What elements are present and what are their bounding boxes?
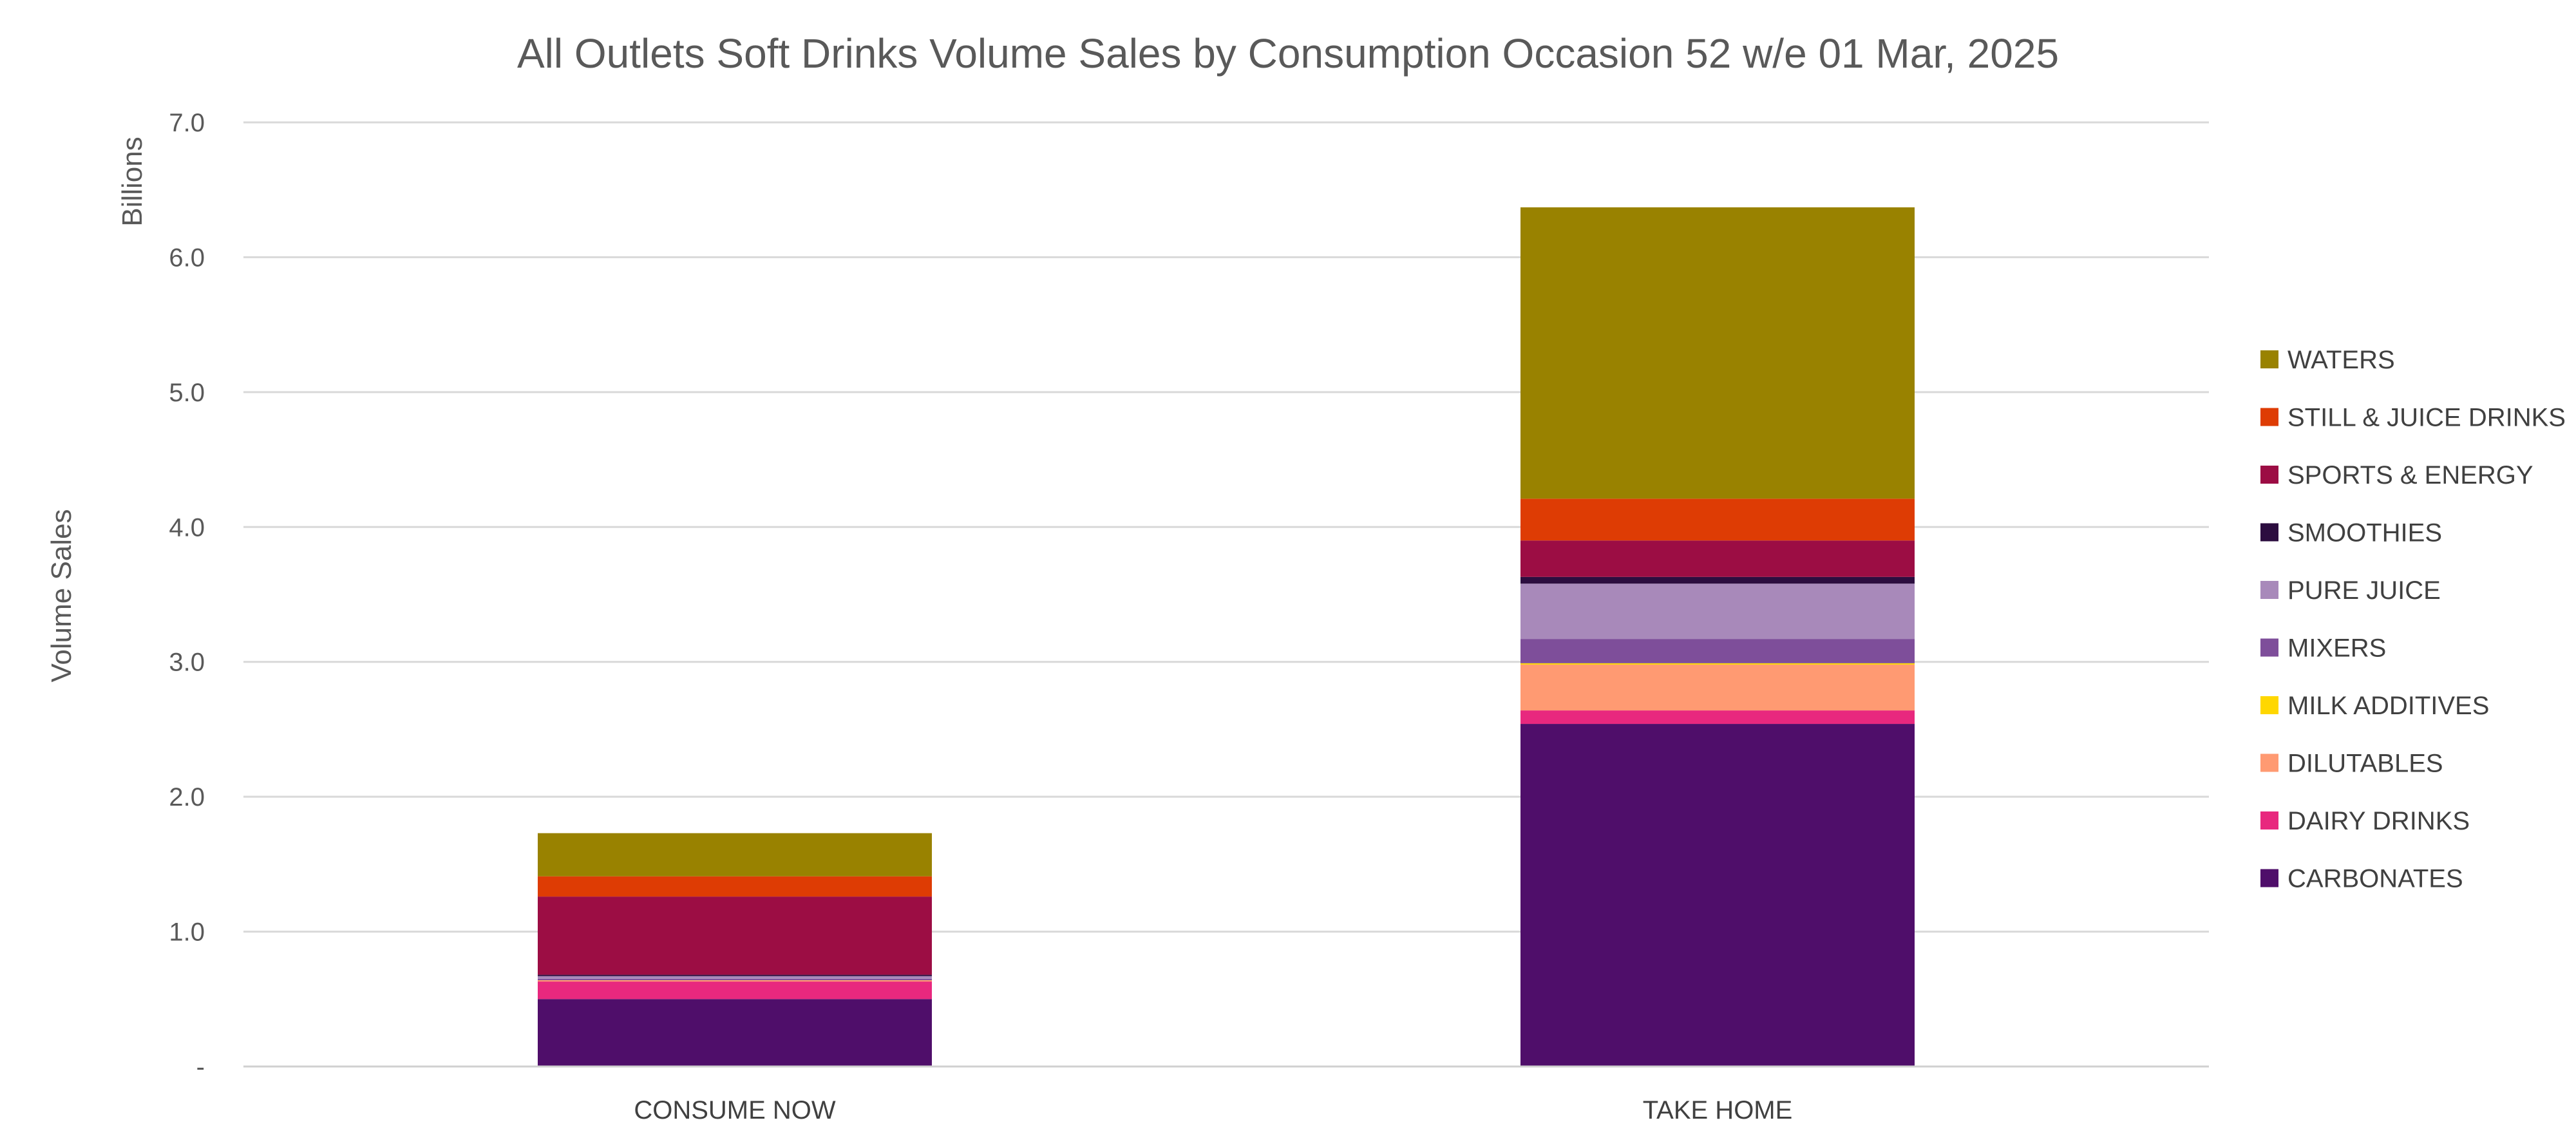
bar-segment [538, 833, 932, 877]
bar-segment [1520, 498, 1915, 541]
y-tick-label: 5.0 [169, 379, 205, 407]
legend-item: MIXERS [2260, 634, 2386, 663]
bar-segment [538, 978, 932, 980]
bar-segment [1520, 639, 1915, 663]
chart-title: All Outlets Soft Drinks Volume Sales by … [517, 30, 2059, 77]
legend-label: DILUTABLES [2287, 750, 2443, 778]
y-axis-unit: Billions [117, 137, 148, 226]
legend-item: STILL & JUICE DRINKS [2260, 404, 2566, 432]
legend-swatch [2260, 581, 2278, 599]
legend-swatch [2260, 350, 2278, 368]
legend-swatch [2260, 696, 2278, 714]
bar-segment [1520, 663, 1915, 665]
legend-item: SPORTS & ENERGY [2260, 461, 2533, 489]
legend: WATERS STILL & JUICE DRINKS SPORTS & ENERG… [2260, 346, 2566, 893]
x-axis-labels: CONSUME NOW TAKE HOME [634, 1096, 1792, 1124]
legend-item: DILUTABLES [2260, 750, 2443, 778]
legend-item: CARBONATES [2260, 865, 2463, 893]
legend-label: MIXERS [2287, 634, 2386, 663]
x-tick-label: CONSUME NOW [634, 1096, 836, 1124]
y-tick-label: - [196, 1053, 205, 1081]
legend-swatch [2260, 869, 2278, 887]
legend-label: MILK ADDITIVES [2287, 692, 2489, 720]
y-axis-title: Volume Sales [46, 509, 77, 682]
y-tick-label: 3.0 [169, 649, 205, 677]
bar-segment [1520, 540, 1915, 577]
legend-swatch [2260, 408, 2278, 426]
gridlines [243, 121, 2209, 933]
bar-segment [1520, 576, 1915, 584]
bar-segment [538, 976, 932, 979]
legend-swatch [2260, 466, 2278, 484]
legend-swatch [2260, 523, 2278, 542]
bar-segment [1520, 664, 1915, 711]
bar-segment [538, 974, 932, 976]
bar-segment [538, 980, 932, 982]
y-tick-label: 7.0 [169, 109, 205, 137]
bar-segment [538, 896, 932, 975]
legend-item: WATERS [2260, 346, 2395, 374]
legend-label: PURE JUICE [2287, 576, 2441, 605]
legend-item: PURE JUICE [2260, 576, 2441, 605]
legend-swatch [2260, 754, 2278, 772]
legend-label: DAIRY DRINKS [2287, 807, 2470, 835]
y-tick-label: 6.0 [169, 243, 205, 272]
bar-segment [1520, 710, 1915, 725]
bar-segment [538, 876, 932, 897]
legend-label: SMOOTHIES [2287, 519, 2442, 547]
legend-swatch [2260, 811, 2278, 829]
y-tick-label: 2.0 [169, 783, 205, 811]
x-tick-label: TAKE HOME [1643, 1096, 1793, 1124]
legend-label: SPORTS & ENERGY [2287, 461, 2533, 489]
bar-segment [1520, 583, 1915, 640]
legend-item: DAIRY DRINKS [2260, 807, 2470, 835]
bars [538, 207, 1915, 1066]
y-axis-ticks: - 1.0 2.0 3.0 4.0 5.0 6.0 7.0 [169, 109, 205, 1081]
y-tick-label: 4.0 [169, 513, 205, 542]
legend-label: WATERS [2287, 346, 2395, 374]
bar-segment [1520, 724, 1915, 1066]
legend-item: SMOOTHIES [2260, 519, 2442, 547]
bar-segment [538, 981, 932, 1000]
bar-segment [538, 999, 932, 1066]
legend-swatch [2260, 638, 2278, 657]
legend-label: STILL & JUICE DRINKS [2287, 404, 2566, 432]
y-tick-label: 1.0 [169, 918, 205, 947]
legend-item: MILK ADDITIVES [2260, 692, 2489, 720]
bar-segment [1520, 207, 1915, 499]
legend-label: CARBONATES [2287, 865, 2463, 893]
